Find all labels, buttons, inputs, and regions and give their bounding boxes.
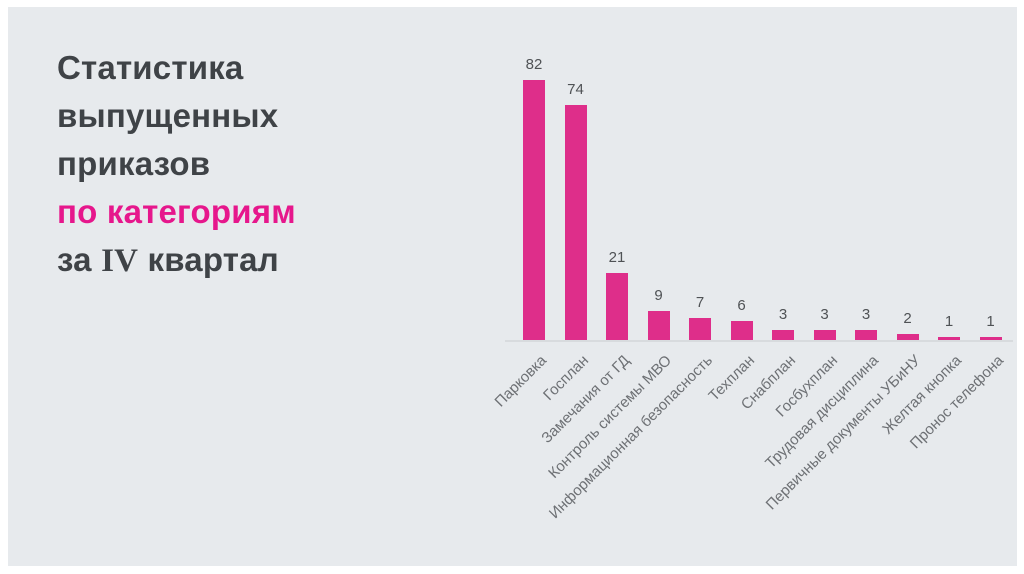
bar-value-label: 7 bbox=[695, 294, 705, 311]
bar bbox=[979, 337, 1002, 340]
title-line-5-post: квартал bbox=[138, 241, 279, 278]
title-roman-numeral: IV bbox=[101, 243, 139, 279]
x-axis-line bbox=[505, 340, 1013, 342]
bar bbox=[523, 80, 545, 340]
bar-value-label: 21 bbox=[608, 249, 626, 266]
bar bbox=[896, 334, 919, 340]
bar bbox=[689, 318, 711, 340]
title-line-2: выпущенных bbox=[57, 97, 279, 134]
bar-value-label: 2 bbox=[903, 310, 912, 327]
slide-background bbox=[8, 7, 1017, 566]
bar bbox=[813, 330, 836, 340]
bar bbox=[606, 273, 628, 340]
bar bbox=[855, 330, 877, 340]
bar bbox=[730, 321, 753, 340]
bar-value-label: 9 bbox=[654, 287, 663, 304]
bar-value-label: 74 bbox=[567, 81, 584, 98]
bar bbox=[564, 105, 587, 340]
bar bbox=[772, 330, 794, 340]
bar-value-label: 3 bbox=[820, 306, 829, 323]
bar-value-label: 1 bbox=[986, 313, 995, 330]
bar-value-label: 3 bbox=[778, 306, 788, 323]
bar bbox=[647, 311, 670, 340]
chart-title: Статистика выпущенных приказов по катего… bbox=[57, 44, 296, 285]
title-line-5: за IV квартал bbox=[57, 236, 296, 285]
bar-value-label: 82 bbox=[525, 56, 543, 73]
title-line-1: Статистика bbox=[57, 49, 244, 86]
title-line-3: приказов bbox=[57, 145, 211, 182]
bar-value-label: 1 bbox=[944, 313, 954, 330]
bar bbox=[938, 337, 960, 340]
title-line-highlight: по категориям bbox=[57, 193, 296, 230]
title-line-5-pre: за bbox=[57, 241, 102, 278]
bar-value-label: 6 bbox=[737, 297, 746, 314]
bar-value-label: 3 bbox=[861, 306, 871, 323]
